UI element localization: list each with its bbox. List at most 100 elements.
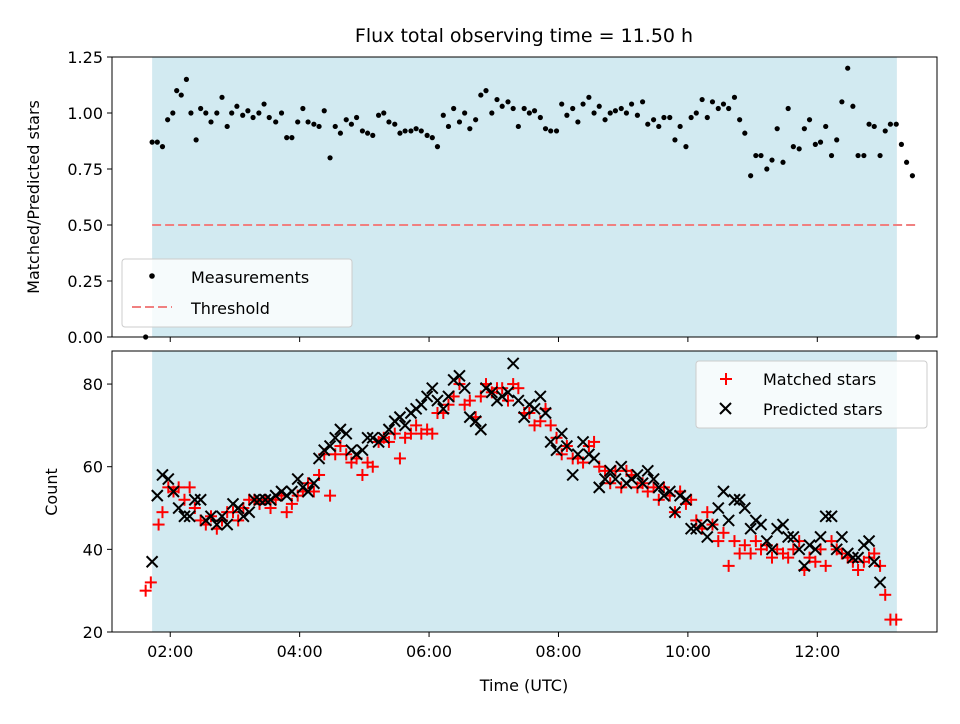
predicted-star-point xyxy=(253,493,266,506)
measurement-point xyxy=(823,123,829,130)
measurement-point xyxy=(634,112,641,118)
predicted-star-point xyxy=(453,369,466,383)
predicted-star-point xyxy=(695,518,709,531)
measurement-point xyxy=(548,128,554,134)
measurement-point xyxy=(456,119,463,125)
predicted-star-point xyxy=(851,551,865,564)
predicted-star-point xyxy=(415,398,428,411)
predicted-star-point xyxy=(145,555,159,568)
measurement-point xyxy=(845,65,851,71)
measurement-point xyxy=(683,144,689,150)
measurement-point xyxy=(612,108,619,114)
predicted-star-point xyxy=(765,543,779,556)
measurement-point xyxy=(483,88,489,94)
predicted-star-point xyxy=(156,468,169,482)
predicted-star-point xyxy=(770,522,784,535)
predicted-star-point xyxy=(825,510,838,523)
predicted-star-point xyxy=(873,576,887,589)
bottom-plot-frame xyxy=(111,350,938,633)
predicted-star-point xyxy=(604,464,617,478)
predicted-star-point xyxy=(426,381,439,395)
bottom-y-tick-label: 20 xyxy=(83,623,103,642)
predicted-star-point xyxy=(684,522,698,535)
matched-star-point xyxy=(879,588,892,601)
predicted-star-point xyxy=(231,501,245,515)
measurement-point xyxy=(174,88,180,94)
predicted-star-point xyxy=(210,518,224,531)
predicted-star-point xyxy=(183,510,196,523)
bottom-x-tick-label: 12:00 xyxy=(794,642,840,661)
measurement-point xyxy=(266,114,272,121)
measurement-point xyxy=(812,141,818,147)
bottom-x-axis-label: Time (UTC) xyxy=(479,676,568,695)
measurement-point xyxy=(596,103,602,109)
measurement-point xyxy=(234,103,240,109)
predicted-star-point xyxy=(495,390,509,403)
measurement-point xyxy=(149,139,155,145)
predicted-star-point xyxy=(194,493,207,506)
predicted-star-point xyxy=(301,485,315,498)
measurement-point xyxy=(327,155,333,161)
measurement-point xyxy=(871,123,877,130)
matched-star-point xyxy=(404,427,417,440)
measurement-point xyxy=(688,114,694,121)
matched-star-point xyxy=(701,506,714,519)
matched-star-point xyxy=(712,535,725,548)
measurement-point xyxy=(785,105,791,112)
measurement-point xyxy=(467,126,473,132)
measurement-point xyxy=(289,135,295,141)
measurement-point xyxy=(672,137,678,143)
measurement-point xyxy=(240,112,246,118)
measurement-point xyxy=(402,128,408,134)
top-y-tick-label: 0.75 xyxy=(67,160,103,179)
measurement-point xyxy=(575,119,581,125)
measurement-point xyxy=(839,99,845,105)
predicted-star-point xyxy=(550,443,563,457)
measurement-point xyxy=(224,123,230,130)
predicted-star-point xyxy=(178,510,191,523)
matched-star-point xyxy=(868,547,881,560)
matched-star-point xyxy=(512,382,525,395)
measurement-point xyxy=(656,123,662,130)
top-legend: Measurements Threshold xyxy=(121,258,353,328)
predicted-star-point xyxy=(819,510,832,523)
predicted-star-point xyxy=(162,472,175,486)
predicted-star-point xyxy=(776,518,790,531)
predicted-star-point xyxy=(318,443,331,457)
predicted-star-point xyxy=(862,534,876,548)
matched-star-point xyxy=(809,555,822,568)
predicted-star-point xyxy=(722,514,735,527)
measurement-point xyxy=(623,110,630,116)
measurement-point xyxy=(720,101,727,107)
predicted-star-point xyxy=(437,402,450,416)
measurement-point xyxy=(667,114,673,121)
matched-star-point xyxy=(819,559,832,572)
predicted-star-point xyxy=(469,415,482,428)
measurement-point xyxy=(628,101,635,107)
matched-star-point xyxy=(410,419,423,432)
measurement-point xyxy=(261,101,267,107)
measurement-point xyxy=(877,152,883,159)
matched-star-point xyxy=(139,584,152,597)
measurement-point xyxy=(542,126,549,132)
measurement-point xyxy=(639,99,646,105)
measurement-point xyxy=(198,105,204,112)
predicted-star-point xyxy=(312,452,326,465)
matched-star-point xyxy=(463,394,476,407)
predicted-star-point xyxy=(334,423,347,436)
predicted-star-point xyxy=(463,410,477,424)
predicted-star-point xyxy=(598,472,612,486)
measurement-point xyxy=(898,141,905,147)
measurement-point xyxy=(618,105,624,112)
top-x-ticks xyxy=(169,337,818,342)
predicted-star-point xyxy=(738,501,752,515)
predicted-star-point xyxy=(679,493,693,506)
predicted-star-point xyxy=(151,489,164,502)
measurement-point xyxy=(245,108,251,114)
measurement-point xyxy=(769,157,775,163)
measurement-point xyxy=(273,119,279,125)
predicted-star-point xyxy=(576,435,590,449)
predicted-star-point xyxy=(587,452,601,465)
